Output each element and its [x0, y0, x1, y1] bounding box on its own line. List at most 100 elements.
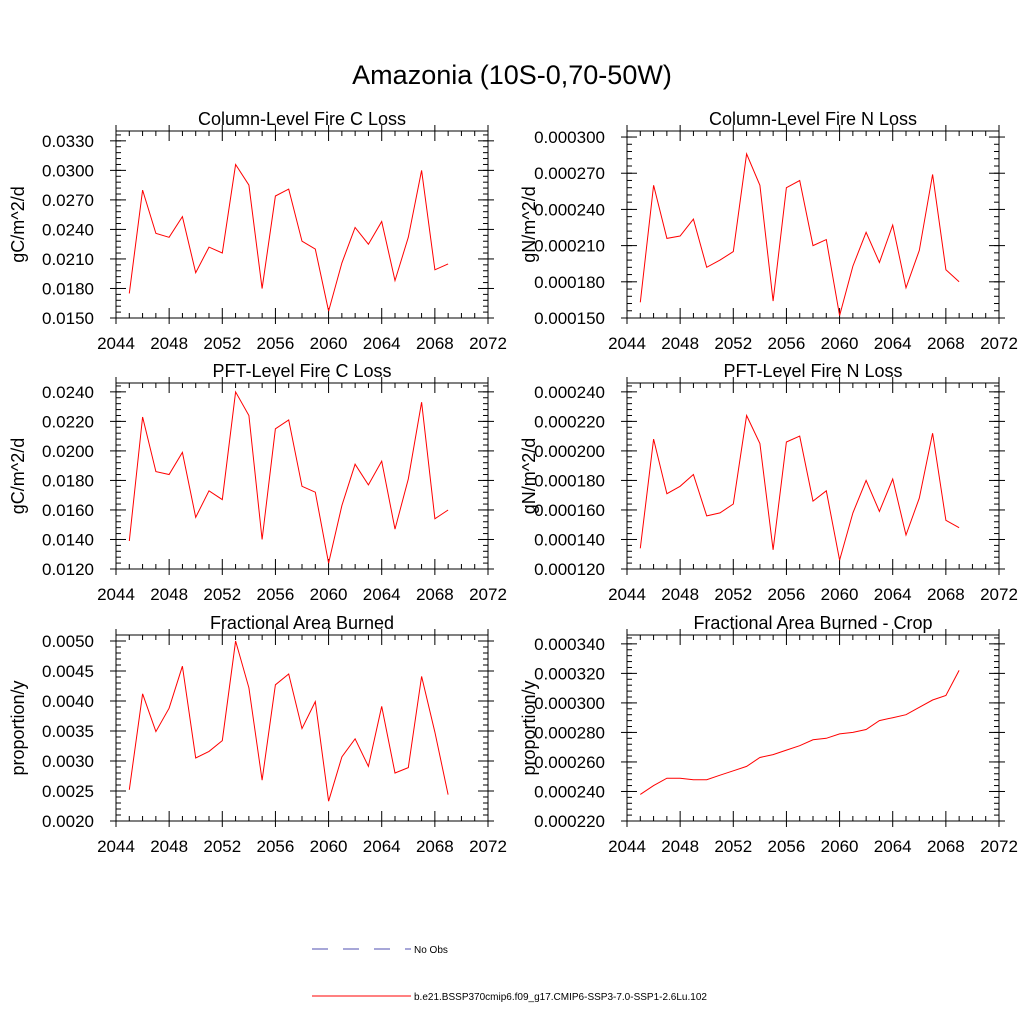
- x-tick-label: 2060: [821, 837, 859, 856]
- y-tick-label: 0.0220: [42, 412, 94, 431]
- y-tick-label: 0.000140: [534, 530, 605, 549]
- plot-frame: [626, 634, 1000, 822]
- chart-panel-3: PFT-Level Fire C Loss gC/m^2/d 2044 2048 205…: [8, 361, 507, 604]
- x-tick-label: 2044: [608, 585, 646, 604]
- x-tick-label: 2068: [416, 837, 454, 856]
- x-tick-label: 2072: [980, 585, 1018, 604]
- legend-label-2: b.e21.BSSP370cmip6.f09_g17.CMIP6-SSP3-7.…: [414, 992, 707, 1003]
- plot-frame: [626, 130, 1000, 319]
- x-tick-label: 2056: [257, 585, 295, 604]
- y-tick-label: 0.000210: [534, 237, 605, 256]
- x-tick-label: 2056: [257, 334, 295, 353]
- chart-panel-1: Column-Level Fire C Loss gC/m^2/d 2044 2048…: [8, 109, 507, 353]
- y-tick-label: 0.0025: [42, 782, 94, 801]
- x-tick-label: 2072: [469, 837, 507, 856]
- x-tick-label: 2052: [203, 334, 241, 353]
- x-tick-label: 2048: [150, 334, 188, 353]
- y-tick-label: 0.000320: [534, 664, 605, 683]
- y-tick-label: 0.000180: [534, 273, 605, 292]
- y-tick-label: 0.0240: [42, 220, 94, 239]
- x-tick-label: 2072: [469, 334, 507, 353]
- x-tick-label: 2064: [874, 837, 912, 856]
- y-tick-label: 0.0160: [42, 501, 94, 520]
- series-line-1: [640, 670, 960, 795]
- panel-title: PFT-Level Fire C Loss: [212, 361, 391, 381]
- y-tick-label: 0.000260: [534, 753, 605, 772]
- y-tick-label: 0.0030: [42, 752, 94, 771]
- legend-label-1: No Obs: [414, 945, 448, 956]
- y-tick-label: 0.000300: [534, 128, 605, 147]
- y-tick-label: 0.0270: [42, 191, 94, 210]
- series-line-1: [639, 152, 960, 316]
- y-axis-label: proportion/y: [519, 680, 539, 775]
- x-tick-label: 2052: [714, 585, 752, 604]
- y-tick-label: 0.000200: [534, 442, 605, 461]
- x-tick-label: 2068: [416, 585, 454, 604]
- panel-title: Fractional Area Burned: [210, 613, 394, 633]
- y-tick-label: 0.000280: [534, 723, 605, 742]
- x-tick-label: 2064: [363, 585, 401, 604]
- x-tick-label: 2068: [416, 334, 454, 353]
- plot-frame: [626, 382, 1000, 570]
- chart-panel-4: PFT-Level Fire N Loss gN/m^2/d 2044 2048 205…: [519, 361, 1018, 604]
- x-tick-label: 2044: [97, 585, 135, 604]
- x-tick-label: 2064: [363, 334, 401, 353]
- legend: No Obs b.e21.BSSP370cmip6.f09_g17.CMIP6-S…: [312, 945, 707, 1003]
- x-tick-label: 2060: [310, 334, 348, 353]
- x-tick-label: 2044: [97, 334, 135, 353]
- y-tick-label: 0.0300: [42, 161, 94, 180]
- x-tick-label: 2064: [874, 334, 912, 353]
- x-tick-label: 2072: [469, 585, 507, 604]
- plot-frame: [115, 130, 489, 319]
- y-tick-label: 0.0330: [42, 132, 94, 151]
- plot-frame: [115, 382, 489, 570]
- x-tick-label: 2060: [310, 837, 348, 856]
- panel-title: Column-Level Fire N Loss: [709, 109, 917, 129]
- y-tick-label: 0.0140: [42, 530, 94, 549]
- y-axis-label: gC/m^2/d: [8, 186, 28, 262]
- x-tick-label: 2060: [821, 334, 859, 353]
- y-tick-label: 0.0120: [42, 560, 94, 579]
- panel-title: Column-Level Fire C Loss: [198, 109, 406, 129]
- panel-title: PFT-Level Fire N Loss: [723, 361, 902, 381]
- y-tick-label: 0.000270: [534, 164, 605, 183]
- y-axis-label: proportion/y: [8, 680, 28, 775]
- y-tick-label: 0.0200: [42, 442, 94, 461]
- x-tick-label: 2056: [257, 837, 295, 856]
- y-tick-label: 0.0150: [42, 309, 94, 328]
- x-tick-label: 2064: [874, 585, 912, 604]
- y-tick-label: 0.0210: [42, 250, 94, 269]
- x-tick-label: 2072: [980, 334, 1018, 353]
- y-axis-label: gC/m^2/d: [8, 438, 28, 514]
- x-tick-label: 2060: [821, 585, 859, 604]
- y-tick-label: 0.0180: [42, 279, 94, 298]
- x-tick-label: 2052: [203, 837, 241, 856]
- y-tick-label: 0.000240: [534, 782, 605, 801]
- y-tick-label: 0.000180: [534, 471, 605, 490]
- y-tick-label: 0.000220: [534, 412, 605, 431]
- y-axis-label: gN/m^2/d: [519, 186, 539, 262]
- x-tick-label: 2060: [310, 585, 348, 604]
- y-tick-label: 0.000240: [534, 383, 605, 402]
- y-tick-label: 0.000340: [534, 635, 605, 654]
- x-tick-label: 2048: [661, 837, 699, 856]
- x-tick-label: 2056: [768, 837, 806, 856]
- y-tick-label: 0.000150: [534, 309, 605, 328]
- x-tick-label: 2064: [363, 837, 401, 856]
- x-tick-label: 2068: [927, 585, 965, 604]
- x-tick-label: 2052: [203, 585, 241, 604]
- x-tick-label: 2044: [608, 837, 646, 856]
- series-line-1: [639, 413, 960, 561]
- y-axis-label: gN/m^2/d: [519, 438, 539, 514]
- y-tick-label: 0.000220: [534, 812, 605, 831]
- x-tick-label: 2044: [97, 837, 135, 856]
- x-tick-label: 2048: [150, 585, 188, 604]
- y-tick-label: 0.000300: [534, 694, 605, 713]
- x-tick-label: 2068: [927, 837, 965, 856]
- y-tick-label: 0.0040: [42, 692, 94, 711]
- series-line-1: [128, 163, 449, 312]
- y-tick-label: 0.0035: [42, 722, 94, 741]
- x-tick-label: 2072: [980, 837, 1018, 856]
- chart-panel-5: Fractional Area Burned proportion/y 2044 20…: [8, 613, 507, 856]
- x-tick-label: 2056: [768, 585, 806, 604]
